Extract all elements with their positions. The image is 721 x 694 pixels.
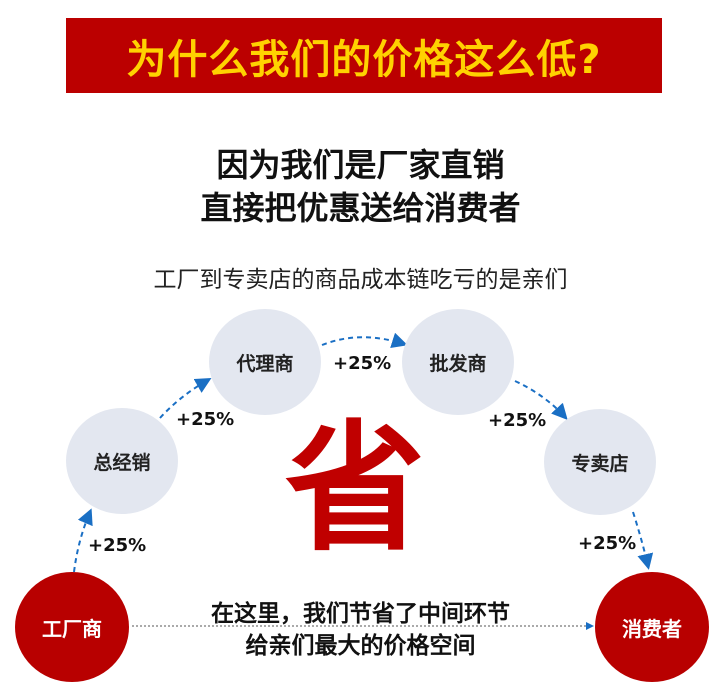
markup-label: +25% (578, 533, 637, 554)
node-agent: 代理商 (209, 309, 321, 415)
arrow-agent-to-wholesaler (321, 332, 408, 348)
arrow-distributor-to-agent (159, 378, 212, 419)
bottom-line-1: 在这里，我们节省了中间环节 (211, 601, 510, 627)
arrow-wholesaler-to-store (514, 380, 568, 420)
title-banner: 为什么我们的价格这么低? (66, 18, 662, 93)
bottom-line-2: 给亲们最大的价格空间 (245, 633, 476, 659)
subtitle: 工厂到专卖店的商品成本链吃亏的是亲们 (153, 267, 568, 293)
node-factory: 工厂商 (15, 572, 129, 682)
save-character: 省 (285, 408, 426, 571)
arrow-store-to-consumer (632, 511, 654, 570)
arrow-factory-to-distributor (73, 508, 93, 573)
markup-label: +25% (333, 353, 392, 374)
node-wholesaler: 批发商 (402, 309, 514, 415)
node-consumer: 消费者 (595, 572, 709, 682)
banner-title: 为什么我们的价格这么低? (126, 36, 602, 83)
node-distributor: 总经销 (66, 408, 178, 514)
node-store: 专卖店 (544, 409, 656, 515)
headline-line-1: 因为我们是厂家直销 (216, 146, 505, 184)
markup-label: +25% (88, 535, 147, 556)
markup-label: +25% (176, 409, 235, 430)
markup-label: +25% (488, 410, 547, 431)
headline-line-2: 直接把优惠送给消费者 (200, 189, 521, 227)
